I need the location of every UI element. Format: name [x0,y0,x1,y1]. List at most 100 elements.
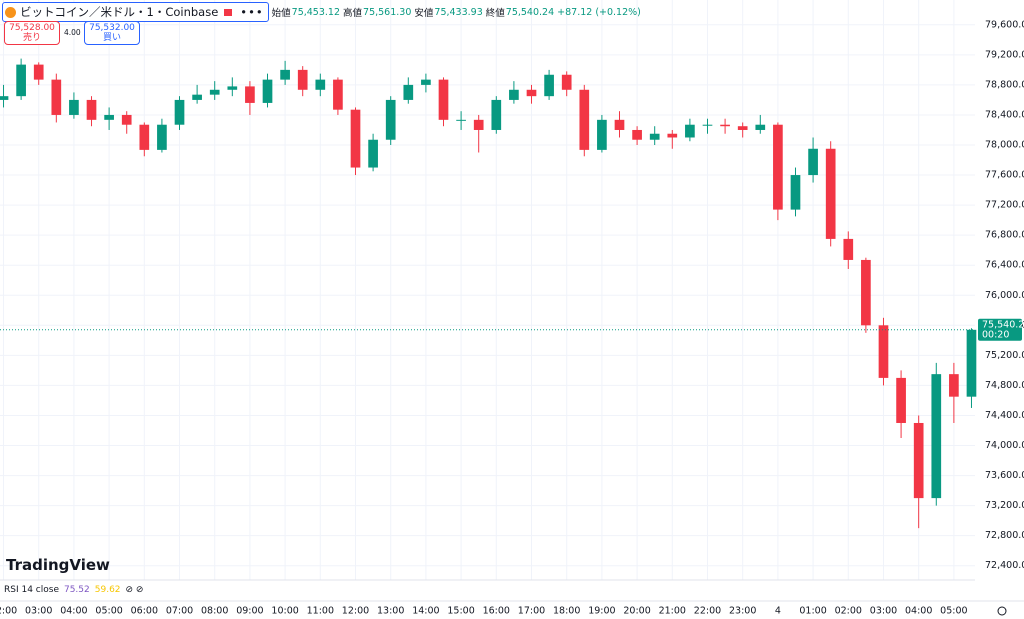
last-price-badge [978,318,1022,341]
countdown: 00:20 [982,329,1009,340]
high-value: 75,561.30 [363,6,412,18]
y-tick-label: 78,000.00 [985,140,1024,151]
more[interactable]: ••• [240,5,264,19]
sell-label: 売り [22,33,41,43]
x-tick-label: 04:00 [905,606,932,617]
candle-body [632,129,642,140]
candle-body [104,114,114,120]
sell-button[interactable]: 75,528.00 売り [4,21,60,45]
symbol-box[interactable]: ビットコイン／米ドル・1・Coinbase ••• [2,2,269,22]
candle-body [315,79,326,90]
x-tick-label: 13:00 [377,606,404,617]
candle-body [773,124,783,210]
candle-body [174,99,185,125]
x-tick-label: 17:00 [518,606,545,617]
x-tick-label: 23:00 [729,606,756,617]
candle-body [385,99,396,140]
x-tick-label: 18:00 [553,606,580,617]
y-tick-label: 74,000.00 [985,440,1024,451]
candle-body [121,114,132,125]
y-tick-label: 74,800.00 [985,380,1024,391]
y-tick-label: 72,400.00 [985,560,1024,571]
logo[interactable]: TradingView [6,556,110,574]
candle-body [262,79,273,103]
candle-body [649,133,660,140]
candle-body [69,99,79,115]
candle-body [949,374,959,397]
candle-body [685,124,695,138]
x-tick-label: 07:00 [166,606,193,617]
x-tick-label: 02:00 [0,606,17,617]
x-tick-label: 08:00 [201,606,228,617]
x-tick-label: 01:00 [799,606,826,617]
x-tick-label: 4 [775,606,781,617]
candle-body [755,124,766,130]
y-tick-label: 73,600.00 [985,470,1024,481]
x-tick-label: 05:00 [95,606,122,617]
candle-body [544,74,554,97]
candle-body [368,139,378,168]
y-tick-label: 75,200.00 [985,350,1024,361]
candle-body [421,79,431,85]
candle-body [843,238,854,260]
candle-body [720,124,730,127]
low-label: 安値 [414,8,434,19]
x-tick-label: 11:00 [307,606,334,617]
sell-price: 75,528.00 [9,23,55,33]
close-value: 75,540.24 [505,6,555,18]
x-tick-label: 03:00 [25,606,52,617]
rsi-value: 75.52 [63,585,90,595]
candle-body [350,109,361,168]
candle-body [896,377,906,423]
legend-bar: ビットコイン／米ドル・1・Coinbase ••• 始値 75,453.12 高値 7… [2,2,641,22]
x-tick-label: 03:00 [870,606,897,617]
x-tick-label: 06:00 [131,606,158,617]
high-label: 高値 [343,8,363,19]
candle-body [561,74,572,90]
x-tick-label: 19:00 [588,606,615,617]
x-tick-label: 02:00 [835,606,862,617]
change: +87.12 (+0.12%) [557,6,641,18]
candle-body [456,119,466,121]
candle-body [473,119,484,130]
x-tick-label: 04:00 [60,606,87,617]
candle-body [491,99,502,130]
x-tick-label: 21:00 [659,606,686,617]
close-label: 終値 [485,8,505,19]
candle-body [16,64,26,97]
y-tick-label: 78,800.00 [985,79,1024,90]
x-tick-label: 05:00 [940,606,967,617]
y-tick-label: 78,400.00 [985,109,1024,120]
x-tick-label: 09:00 [236,606,263,617]
candle-body [0,96,9,100]
candle-body [509,89,519,100]
open-value: 75,453.12 [291,6,341,18]
candle-body [614,119,625,130]
buy-button[interactable]: 75,532.00 買い [84,21,140,45]
candle-body [33,64,44,80]
buy-price: 75,532.00 [89,23,135,33]
candle-body [861,259,871,326]
coin-icon [5,6,16,18]
candle-body [579,89,590,150]
x-tick-label: 14:00 [412,606,439,617]
candle-body [526,89,537,97]
rsi-icons[interactable]: ⊘ ⊘ [125,585,144,595]
last-price-label: 75,540.24 [982,319,1024,330]
candle-body [333,79,343,110]
rsi-label: RSI 14 close [4,585,59,595]
candle-body [157,124,167,150]
y-tick-label: 76,400.00 [985,260,1024,271]
candle-body [966,329,977,397]
open-label: 始値 [271,8,291,19]
y-tick-label: 79,200.00 [985,49,1024,60]
candle-body [667,133,678,138]
x-tick-label: 16:00 [483,606,510,617]
rsi-ma: 59.62 [94,585,121,595]
candle-body [597,119,607,150]
candle-body [878,325,889,378]
y-tick-label: 72,800.00 [985,530,1024,541]
flag[interactable] [224,8,233,16]
y-tick-label: 74,400.00 [985,410,1024,421]
